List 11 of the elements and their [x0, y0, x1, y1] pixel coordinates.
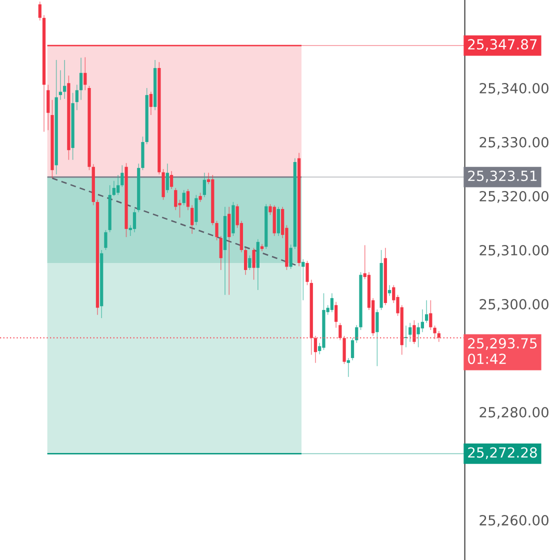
y-tick-label: 25,320.00 [480, 190, 548, 203]
y-tick-label: 25,260.00 [480, 515, 548, 527]
y-tick-label: 25,300.00 [480, 299, 548, 311]
ref-line-label: 25,347.87 [468, 39, 537, 51]
y-tick-label: 25,280.00 [480, 407, 548, 419]
y-tick-label: 25,340.00 [480, 82, 548, 95]
ref-line-label: 25,272.28 [468, 447, 537, 460]
ref-line-label: 25,293.75 01:42 [468, 338, 537, 364]
ref-line-label: 25,323.51 [468, 170, 537, 183]
y-tick-label: 25,310.00 [480, 244, 548, 257]
y-tick-label: 25,330.00 [480, 136, 548, 149]
